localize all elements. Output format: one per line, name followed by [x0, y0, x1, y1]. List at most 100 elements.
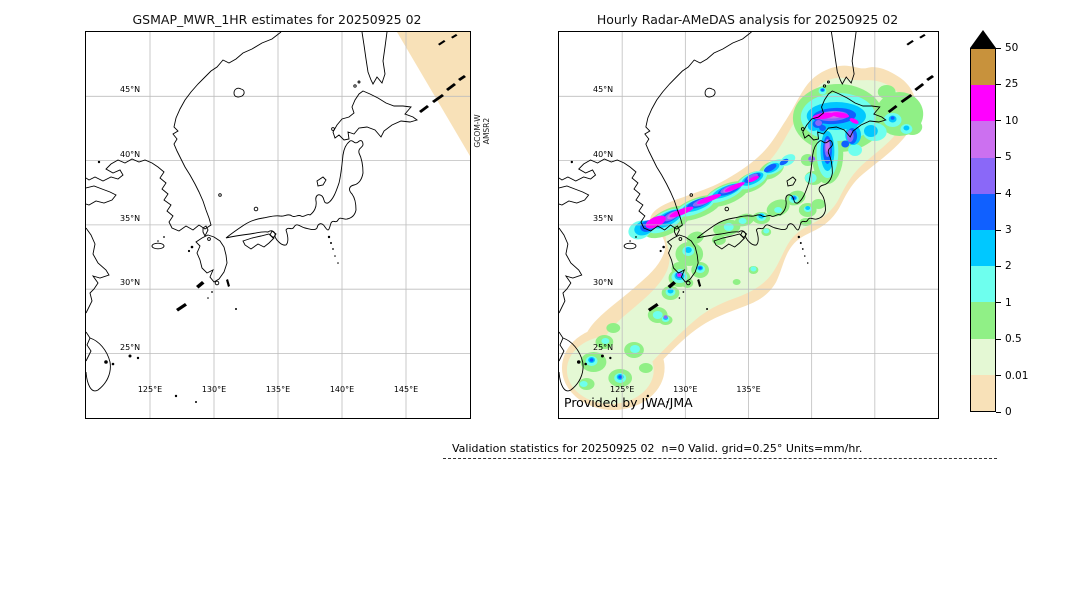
precip-contour [684, 247, 692, 253]
colorbar-segment [971, 230, 995, 267]
colorbar-tick-label: 0.5 [1005, 333, 1022, 346]
colorbar-tick: 1 [996, 297, 1012, 309]
precip-contour [748, 175, 759, 183]
colorbar-tick-mark [996, 120, 1001, 122]
colorbar-tick-label: 25 [1005, 78, 1019, 91]
lon-tick-label: 140°E [329, 385, 355, 394]
colorbar-tick: 0.01 [996, 370, 1028, 382]
colorbar-segment [971, 338, 995, 375]
precip-contour [589, 358, 594, 362]
footer-dashed-line [443, 458, 997, 459]
data-credit: Provided by JWA/JMA [564, 395, 693, 410]
lon-tick-label: 125°E [137, 385, 163, 394]
precip-contour [663, 315, 668, 319]
precip-contour [804, 173, 817, 183]
colorbar-tick-label: 0.01 [1005, 369, 1029, 382]
precip-contour [579, 381, 588, 387]
precip-contour [848, 144, 863, 156]
validation-note: Validation statistics for 20250925 02 n=… [452, 442, 863, 455]
precip-contour [763, 228, 770, 234]
right-panel-title: Hourly Radar-AMeDAS analysis for 2025092… [596, 12, 899, 27]
precip-contour [601, 338, 610, 344]
swath-region [397, 32, 470, 156]
precip-contour [863, 125, 878, 137]
lat-tick-label: 25°N [593, 342, 614, 352]
precip-contour [738, 218, 747, 224]
colorbar-tick-mark [996, 229, 1001, 231]
precip-contour [630, 345, 640, 353]
precip-contour [669, 206, 694, 218]
precip-field [561, 65, 924, 410]
colorbar-tick-mark [996, 411, 1001, 413]
satellite-name: GCOM-W [473, 114, 482, 148]
lat-tick-label: 45°N [120, 85, 141, 95]
colorbar: 0 0.01 0.5 1 2 3 4 5 10 25 50 [970, 30, 1028, 418]
colorbar-tick-mark [996, 193, 1001, 195]
colorbar-tick: 50 [996, 42, 1018, 54]
lat-tick-label: 30°N [120, 278, 141, 288]
precip-contour [815, 120, 823, 126]
precip-contour [746, 173, 758, 181]
lon-tick-label: 130°E [201, 385, 227, 394]
lon-tick-label: 145°E [393, 385, 419, 394]
precip-contour [877, 85, 896, 99]
colorbar-segment [971, 302, 995, 339]
colorbar-tick: 0 [996, 406, 1012, 418]
precip-contour [812, 112, 835, 120]
gsmap-plot [86, 32, 470, 418]
precip-contour [606, 323, 621, 333]
precip-contour [821, 88, 825, 92]
colorbar-scale [970, 48, 996, 412]
colorbar-tick: 25 [996, 78, 1018, 90]
colorbar-tick-label: 5 [1005, 151, 1012, 164]
colorbar-segment [971, 193, 995, 231]
precip-contour [638, 363, 653, 373]
colorbar-tick-label: 10 [1005, 114, 1019, 127]
precip-contour [831, 112, 850, 118]
lon-tick-label: 135°E [265, 385, 291, 394]
lon-tick-label: 125°E [610, 385, 635, 394]
colorbar-tick-label: 2 [1005, 260, 1012, 273]
colorbar-tick-mark [996, 375, 1001, 377]
colorbar-tick-mark [996, 156, 1001, 158]
precip-contour [811, 199, 826, 209]
colorbar-tick: 0.5 [996, 333, 1022, 345]
precip-contour [711, 235, 726, 245]
precip-contour [903, 125, 910, 131]
precip-contour [750, 266, 757, 272]
lon-tick-label: 130°E [673, 385, 698, 394]
colorbar-tick-mark [996, 47, 1001, 49]
precip-contour [677, 273, 681, 277]
colorbar-tick-label: 50 [1005, 42, 1019, 54]
colorbar-tick-label: 4 [1005, 187, 1012, 200]
left-panel-title: GSMAP_MWR_1HR estimates for 20250925 02 [132, 12, 422, 27]
precip-contour [618, 375, 623, 379]
precip-contour [724, 182, 745, 192]
colorbar-tick: 5 [996, 151, 1012, 163]
colorbar-segment [971, 121, 995, 158]
precip-contour [841, 140, 850, 148]
colorbar-tick-label: 0 [1005, 406, 1012, 418]
lat-tick-label: 40°N [593, 149, 614, 159]
colorbar-tick: 4 [996, 188, 1012, 200]
precip-contour [849, 118, 859, 124]
colorbar-segment [971, 85, 995, 122]
colorbar-tick: 3 [996, 224, 1012, 236]
colorbar-tick: 2 [996, 260, 1012, 272]
colorbar-segment [971, 157, 995, 194]
precip-contour [805, 206, 811, 210]
precip-contour [890, 116, 895, 120]
gridlines [86, 32, 470, 418]
colorbar-tick-mark [996, 83, 1001, 85]
precip-contour [723, 223, 734, 231]
lat-tick-label: 35°N [120, 213, 141, 223]
colorbar-segment [971, 374, 995, 412]
precip-contour [763, 163, 777, 173]
lat-tick-label: 35°N [593, 213, 614, 223]
lat-tick-label: 40°N [120, 149, 141, 159]
precip-contour [667, 288, 674, 294]
colorbar-segment [971, 49, 995, 86]
precip-contour [774, 207, 783, 213]
radar-panel: Provided by JWA/JMA 125°E 130°E 135°E 45°N 4… [558, 31, 939, 419]
gsmap-panel: 125°E 130°E 135°E 140°E 145°E 45°N 40°N 35°N 30°… [85, 31, 471, 419]
